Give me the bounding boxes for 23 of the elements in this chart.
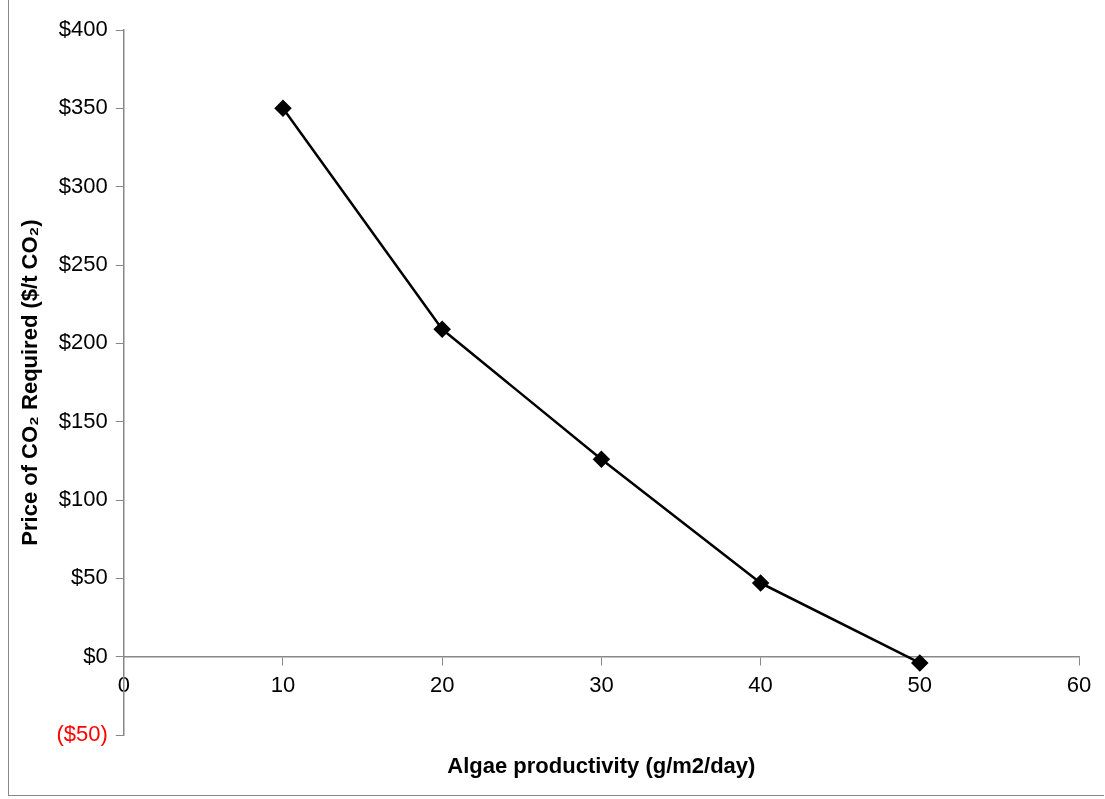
point xyxy=(433,320,451,338)
x-tick-label: 20 xyxy=(429,671,455,697)
y-tick-label: $50 xyxy=(71,564,108,590)
x-axis-title: Algae productivity (g/m2/day) xyxy=(447,753,756,779)
x-tick-label: 40 xyxy=(748,671,773,697)
x-tick-label: 50 xyxy=(907,671,933,697)
y-tick-label: $100 xyxy=(58,486,108,512)
x-tick-label: 10 xyxy=(270,671,296,697)
y-tick-label: $0 xyxy=(83,642,108,668)
y-tick-label: $200 xyxy=(58,329,108,355)
y-tick-label: $250 xyxy=(58,251,108,277)
y-axis-title: Price of CO₂ Required ($/t CO₂) xyxy=(17,219,43,546)
x-tick-label: 60 xyxy=(1066,671,1092,697)
y-tick-label: $400 xyxy=(58,16,108,42)
point xyxy=(752,574,769,592)
y-tick-label: $300 xyxy=(58,172,108,198)
point xyxy=(274,100,292,117)
y-tick-label: $150 xyxy=(58,407,108,433)
point xyxy=(593,451,610,468)
point xyxy=(911,654,929,672)
y-tick-label: ($50) xyxy=(56,721,108,747)
y-tick-label: $350 xyxy=(58,94,108,120)
x-tick-label: 30 xyxy=(589,671,614,697)
